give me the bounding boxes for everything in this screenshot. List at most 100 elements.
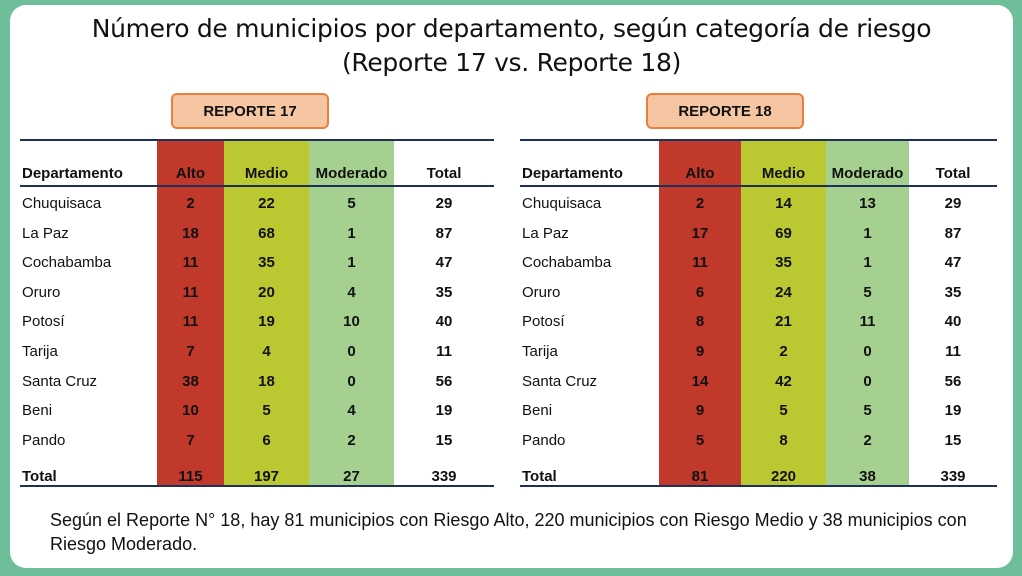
table-row: Tarija 9 2 0 11 [520,337,997,366]
cell-alto: 11 [182,283,199,301]
cell-departamento: Oruro [22,283,61,301]
cell-departamento: Santa Cruz [22,372,98,390]
cell-departamento: Potosí [22,313,65,331]
table-total-row: Total 81 220 38 339 [520,462,997,491]
summary-note: Según el Reporte N° 18, hay 81 municipio… [50,510,967,554]
cell-total: 40 [944,313,962,331]
header-medio: Medio [244,165,289,182]
cell-total: 339 [940,468,966,485]
title-line-1: Número de municipios por departamento, s… [91,14,932,43]
page-title: Número de municipios por departamento, s… [10,12,1013,80]
cell-medio: 21 [775,313,792,331]
cell-medio: 5 [262,402,271,420]
column-bg-medio [224,141,309,485]
cell-medio: 6 [262,431,271,449]
column-bg-mod [309,141,394,485]
cell-moderado: 11 [859,313,876,331]
table-row: Beni 9 5 5 19 [520,396,997,425]
cell-moderado: 1 [347,254,356,272]
cell-moderado: 5 [863,402,872,420]
cell-total: 47 [435,254,453,272]
cell-total: 19 [435,402,453,420]
cell-moderado: 27 [343,468,360,485]
cell-moderado: 1 [863,254,872,272]
cell-total: 11 [945,343,961,360]
cell-total: 15 [944,431,962,449]
cell-moderado: 0 [347,372,356,390]
table-rule [20,185,494,187]
header-total: Total [426,165,462,182]
table-rule [20,139,494,141]
table-row: Cochabamba 11 35 1 47 [520,248,997,277]
cell-moderado: 4 [347,402,356,420]
table-row: La Paz 17 69 1 87 [520,219,997,248]
table-header-row: Departamento Alto Medio Moderado Total [20,159,494,188]
cell-alto: 7 [186,431,195,449]
cell-alto: 7 [186,343,195,360]
table-row: Tarija 7 4 0 11 [20,337,494,366]
cell-total: 40 [435,313,453,331]
cell-medio: 18 [258,372,275,390]
table-row: Potosí 8 21 11 40 [520,307,997,336]
cell-departamento: Chuquisaca [22,195,102,212]
table-row: Beni 10 5 4 19 [20,396,494,425]
cell-departamento: Chuquisaca [522,195,602,212]
cell-total: 35 [944,283,962,301]
cell-moderado: 5 [863,283,872,301]
table-rule [20,485,494,487]
column-bg-alto [659,141,741,485]
cell-departamento: Tarija [22,343,58,360]
cell-medio: 197 [253,468,280,485]
table-row: Cochabamba 11 35 1 47 [20,248,494,277]
column-bg-medio [741,141,826,485]
cell-alto: 14 [691,372,709,390]
cell-medio: 14 [775,195,792,212]
cell-total: 11 [436,343,452,360]
table-row: Santa Cruz 38 18 0 56 [20,367,494,396]
cell-total: 29 [944,195,962,212]
cell-medio: 20 [258,283,275,301]
cell-medio: 22 [258,195,275,212]
cell-alto: 38 [182,372,199,390]
header-moderado: Moderado [315,165,388,182]
cell-alto: 2 [186,195,195,212]
column-bg-alto [157,141,224,485]
cell-departamento: Tarija [522,343,558,360]
cell-total: 87 [944,224,962,242]
cell-departamento: Oruro [522,283,561,301]
cell-total: 87 [435,224,453,242]
cell-moderado: 0 [863,372,872,390]
cell-total: 35 [435,283,453,301]
cell-departamento: Beni [522,402,553,420]
report-18-label: REPORTE 18 [646,93,804,129]
cell-moderado: 13 [859,195,876,212]
cell-departamento: Cochabamba [522,254,612,272]
cell-total: 47 [944,254,962,272]
table-row: Santa Cruz 14 42 0 56 [520,367,997,396]
cell-departamento: Santa Cruz [522,372,598,390]
report-18-table: Departamento Alto Medio Moderado Total Chuqui… [520,139,997,487]
cell-departamento: Pando [522,431,566,449]
table-row: Chuquisaca 2 22 5 29 [20,189,494,218]
header-alto: Alto [175,165,206,182]
cell-departamento: Total [22,468,57,485]
cell-medio: 8 [779,431,788,449]
column-bg-mod [826,141,909,485]
cell-medio: 68 [258,224,275,242]
cell-departamento: La Paz [522,224,569,242]
cell-total: 15 [435,431,453,449]
cell-alto: 17 [691,224,709,242]
table-header-row: Departamento Alto Medio Moderado Total [520,159,997,188]
table-row: Potosí 11 19 10 40 [20,307,494,336]
cell-medio: 4 [262,343,271,360]
cell-departamento: Cochabamba [22,254,112,272]
cell-moderado: 38 [859,468,876,485]
cell-alto: 9 [695,402,705,420]
slide: Número de municipios por departamento, s… [10,5,1013,568]
table-row: Oruro 11 20 4 35 [20,278,494,307]
cell-moderado: 0 [347,343,356,360]
cell-medio: 5 [779,402,788,420]
cell-moderado: 2 [347,431,356,449]
cell-alto: 11 [182,313,199,331]
cell-medio: 35 [775,254,792,272]
